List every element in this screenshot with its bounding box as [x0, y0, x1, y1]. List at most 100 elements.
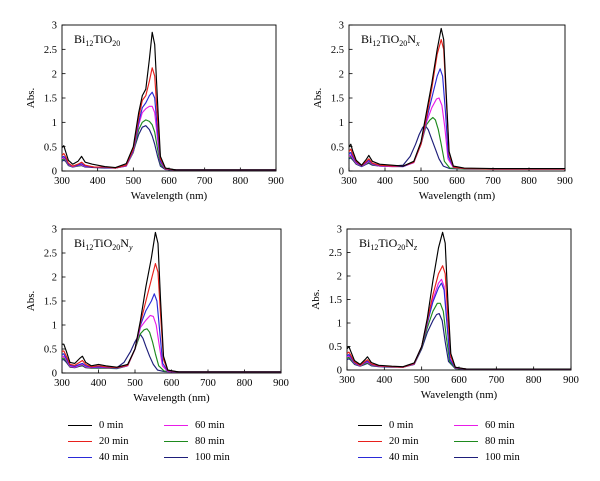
series-line: [346, 282, 571, 370]
series-line: [61, 125, 276, 171]
y-tick-label: 1.5: [329, 295, 342, 306]
legend-label: 20 min: [389, 435, 419, 447]
series-line: [348, 97, 565, 170]
legend-swatch: [164, 440, 188, 442]
legend-label: 40 min: [389, 451, 419, 463]
legend-swatch: [358, 424, 382, 426]
legend-label: 0 min: [99, 419, 124, 431]
y-tick-label: 2.5: [44, 45, 57, 56]
plot-frame: [348, 24, 566, 172]
legend-label: 100 min: [485, 451, 520, 463]
y-axis-label: Abs.: [310, 289, 322, 310]
x-tick-label: 300: [339, 375, 355, 386]
chart-panel: 300 400 500 600 700 800 900 0 0.5 1 1.5 2 2.5 3 Wavele…: [312, 21, 573, 202]
y-tick-label: 2.5: [329, 248, 342, 259]
x-tick-label: 600: [451, 375, 467, 386]
legend-swatch: [454, 440, 478, 442]
y-tick-label: 0.5: [329, 342, 342, 353]
x-tick-label: 400: [376, 375, 392, 386]
legend-swatch: [358, 456, 382, 458]
x-tick-label: 600: [161, 176, 177, 187]
legend-swatch: [68, 424, 92, 426]
legend-item: 0 min: [358, 418, 413, 432]
panel-title: Bi12TiO20Nz: [359, 236, 418, 252]
chart-panel: 300 400 500 600 700 800 900 0 0.5 1 1.5 2 2.5 3 Wavele…: [25, 21, 284, 202]
y-tick-label: 1: [339, 118, 344, 129]
legend-item: 80 min: [454, 434, 514, 448]
x-tick-label: 700: [488, 375, 504, 386]
legend-item: 100 min: [164, 450, 230, 464]
legend-item: 100 min: [454, 450, 520, 464]
x-axis-label: Wavelength (nm): [419, 190, 496, 202]
legend-item: 60 min: [164, 418, 224, 432]
legend-label: 20 min: [99, 435, 129, 447]
y-tick-label: 3: [52, 225, 57, 236]
y-tick-label: 2.5: [44, 249, 57, 260]
series-line: [61, 263, 281, 373]
y-tick-label: 2: [337, 272, 342, 283]
series-line: [346, 313, 571, 370]
y-tick-label: 0: [52, 369, 57, 380]
series-line: [348, 39, 565, 170]
x-tick-label: 700: [200, 378, 216, 389]
series-line: [346, 278, 571, 370]
series-line: [348, 116, 565, 170]
x-tick-label: 700: [485, 176, 501, 187]
legend-swatch: [454, 456, 478, 458]
y-tick-label: 0: [337, 366, 342, 377]
panel-title: Bi12TiO20Ny: [74, 236, 133, 252]
series-line: [346, 302, 571, 370]
y-tick-label: 3: [337, 225, 342, 236]
y-tick-label: 1: [52, 118, 57, 129]
y-tick-label: 0.5: [331, 142, 344, 153]
legend-item: 0 min: [68, 418, 123, 432]
x-tick-label: 900: [268, 176, 284, 187]
x-tick-label: 800: [232, 176, 248, 187]
legend-item: 20 min: [358, 434, 418, 448]
series-line: [61, 91, 276, 171]
y-tick-label: 2.5: [331, 45, 344, 56]
panel-title: Bi12TiO20Nx: [361, 32, 420, 48]
series-line: [348, 125, 565, 170]
y-axis-label: Abs.: [25, 88, 37, 109]
plot-frame: [61, 228, 282, 374]
y-tick-label: 1.5: [331, 94, 344, 105]
plot-frame: [61, 24, 277, 172]
y-axis-label: Abs.: [312, 88, 324, 109]
plot-frame: [346, 228, 572, 371]
x-axis-label: Wavelength (nm): [421, 389, 498, 401]
series-line: [61, 314, 281, 373]
x-tick-label: 300: [54, 176, 70, 187]
x-tick-label: 500: [414, 375, 430, 386]
legend-item: 40 min: [68, 450, 128, 464]
y-tick-label: 0: [52, 167, 57, 178]
x-tick-label: 700: [197, 176, 213, 187]
legend-item: 80 min: [164, 434, 224, 448]
legend-label: 60 min: [485, 419, 515, 431]
legend-left: 0 min 20 min 40 min 60 min 80 min 100 mi…: [68, 418, 278, 478]
legend-item: 40 min: [358, 450, 418, 464]
chart-panel: 300 400 500 600 700 800 900 0 0.5 1 1.5 2 2.5 3 Wavele…: [25, 225, 289, 404]
x-tick-label: 600: [164, 378, 180, 389]
y-tick-label: 3: [52, 21, 57, 32]
series-line: [348, 27, 565, 170]
x-tick-label: 800: [237, 378, 253, 389]
legend-label: 80 min: [195, 435, 225, 447]
legend-item: 20 min: [68, 434, 128, 448]
legend-right: 0 min 20 min 40 min 60 min 80 min 100 mi…: [358, 418, 568, 478]
series-line: [346, 265, 571, 370]
y-tick-label: 1.5: [44, 94, 57, 105]
series-line: [61, 105, 276, 171]
x-tick-label: 500: [125, 176, 141, 187]
legend-swatch: [68, 456, 92, 458]
series-line: [61, 119, 276, 171]
y-tick-label: 1.5: [44, 297, 57, 308]
series-line: [61, 67, 276, 171]
x-tick-label: 900: [563, 375, 579, 386]
x-tick-label: 900: [557, 176, 573, 187]
legend-swatch: [68, 440, 92, 442]
panel-title: Bi12TiO20: [74, 32, 120, 48]
x-tick-label: 900: [273, 378, 289, 389]
x-tick-label: 400: [91, 378, 107, 389]
